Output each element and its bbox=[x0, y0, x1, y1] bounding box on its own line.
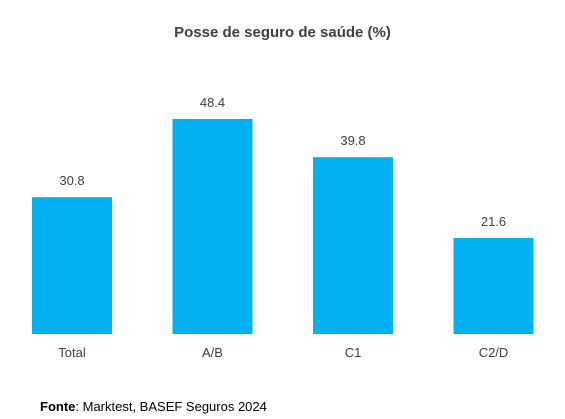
bar-total bbox=[32, 197, 112, 334]
x-tick-label-c1: C1 bbox=[345, 345, 362, 360]
x-tick-label-c2-d: C2/D bbox=[479, 345, 509, 360]
source-text: : Marktest, BASEF Seguros 2024 bbox=[75, 399, 267, 414]
source-label: Fonte bbox=[40, 399, 76, 414]
data-label-a-b: 48.4 bbox=[200, 95, 225, 110]
bar-c2-d bbox=[453, 238, 534, 334]
x-tick-label-total: Total bbox=[58, 345, 86, 360]
source-note: Fonte: Marktest, BASEF Seguros 2024 bbox=[40, 399, 267, 414]
data-label-c1: 39.8 bbox=[340, 133, 365, 148]
data-label-c2-d: 21.6 bbox=[481, 214, 506, 229]
bar-c1 bbox=[313, 157, 393, 334]
chart-title: Posse de seguro de saúde (%) bbox=[174, 24, 391, 41]
data-label-total: 30.8 bbox=[59, 173, 84, 188]
x-tick-label-a-b: A/B bbox=[202, 345, 223, 360]
bar-a-b bbox=[172, 119, 253, 334]
